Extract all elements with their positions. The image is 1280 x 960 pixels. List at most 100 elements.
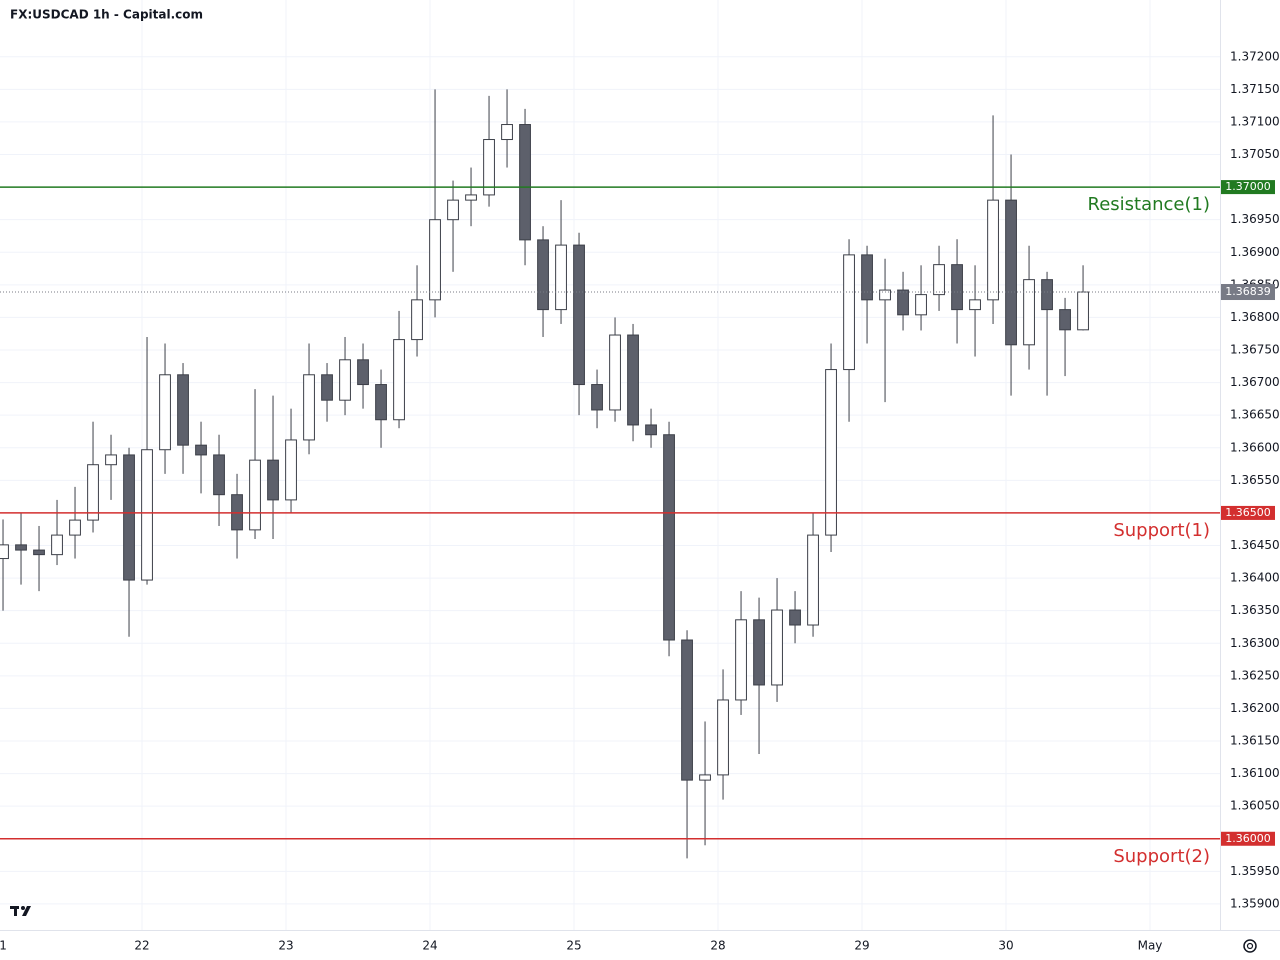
candle-body xyxy=(789,609,801,626)
x-tick-label: 29 xyxy=(854,939,869,953)
plot-area xyxy=(0,0,1220,930)
candle-body xyxy=(627,334,639,426)
level-tag-label: 1.36000 xyxy=(1225,832,1271,845)
candle-body xyxy=(591,384,603,411)
y-tick-label: 1.36950 xyxy=(1230,212,1280,226)
last-price-tag xyxy=(1221,284,1275,301)
candle-body xyxy=(1005,199,1017,346)
candle-body xyxy=(699,774,711,781)
candle-body xyxy=(87,464,99,521)
x-tick-label: 1 xyxy=(0,939,7,953)
candle-body xyxy=(519,124,531,241)
candle-body xyxy=(897,289,909,316)
candle-body xyxy=(483,139,495,196)
candle-body xyxy=(951,264,963,311)
candle-body xyxy=(303,374,315,441)
y-tick-label: 1.36250 xyxy=(1230,668,1280,682)
candle-body xyxy=(1023,279,1035,346)
candle-body xyxy=(771,609,783,686)
candle-body xyxy=(573,244,585,386)
y-tick-label: 1.36100 xyxy=(1230,766,1280,780)
candle-body xyxy=(987,199,999,301)
candle-body xyxy=(159,374,171,451)
level-name: Support(1) xyxy=(1113,520,1210,541)
candle-body xyxy=(465,194,477,201)
candle-body xyxy=(501,124,513,141)
candle-body xyxy=(411,299,423,341)
y-tick-label: 1.36700 xyxy=(1230,375,1280,389)
candle-body xyxy=(33,549,45,556)
level-tag-label: 1.36500 xyxy=(1225,506,1271,519)
y-tick-label: 1.36300 xyxy=(1230,636,1280,650)
last-price-label: 1.36839 xyxy=(1225,285,1271,298)
y-tick-label: 1.35950 xyxy=(1230,864,1280,878)
candle-body xyxy=(177,374,189,446)
candle-body xyxy=(123,454,135,581)
candle-body xyxy=(969,299,981,311)
x-tick-label: 23 xyxy=(278,939,293,953)
candle-body xyxy=(807,534,819,626)
candle-body xyxy=(141,449,153,581)
candle-body xyxy=(15,544,27,551)
y-tick-label: 1.36550 xyxy=(1230,473,1280,487)
candle-body xyxy=(933,264,945,296)
candle-body xyxy=(879,289,891,301)
y-tick-label: 1.36450 xyxy=(1230,538,1280,552)
level-name: Support(2) xyxy=(1113,846,1210,867)
level-tag xyxy=(1221,831,1275,846)
candle-body xyxy=(321,374,333,401)
y-tick-label: 1.37200 xyxy=(1230,49,1280,63)
y-tick-label: 1.35900 xyxy=(1230,896,1280,910)
y-tick-label: 1.36150 xyxy=(1230,734,1280,748)
candle-body xyxy=(285,439,297,501)
y-tick-label: 1.36650 xyxy=(1230,408,1280,422)
tv-logo xyxy=(10,906,31,916)
candle-body xyxy=(843,254,855,371)
level-tag xyxy=(1221,180,1275,195)
x-tick-label: 28 xyxy=(710,939,725,953)
x-tick-label: 25 xyxy=(566,939,581,953)
candle-body xyxy=(393,339,405,421)
candle-body xyxy=(267,459,279,501)
chart-title: FX:USDCAD 1h - Capital.com xyxy=(10,8,203,22)
candle-body xyxy=(753,619,765,686)
candle-body xyxy=(537,239,549,311)
candle-body xyxy=(663,434,675,641)
y-tick-label: 1.36200 xyxy=(1230,701,1280,715)
candle-body xyxy=(1041,279,1053,311)
y-tick-label: 1.37150 xyxy=(1230,82,1280,96)
candle-body xyxy=(195,444,207,456)
y-tick-label: 1.36750 xyxy=(1230,343,1280,357)
candle-body xyxy=(69,519,81,536)
candle-body xyxy=(0,544,9,560)
settings-icon[interactable] xyxy=(1243,939,1257,953)
x-tick-label: 24 xyxy=(422,939,437,953)
x-tick-label: May xyxy=(1138,939,1163,953)
candle-body xyxy=(681,639,693,781)
candle-body xyxy=(375,384,387,421)
candle-body xyxy=(915,294,927,316)
x-tick-label: 30 xyxy=(998,939,1013,953)
y-tick-label: 1.36050 xyxy=(1230,799,1280,813)
y-tick-label: 1.37100 xyxy=(1230,114,1280,128)
candle-body xyxy=(51,534,63,556)
candle-body xyxy=(357,359,369,386)
y-tick-label: 1.36400 xyxy=(1230,571,1280,585)
y-tick-label: 1.36900 xyxy=(1230,245,1280,259)
candle-body xyxy=(717,699,729,776)
candle-body xyxy=(609,334,621,411)
y-tick-label: 1.36600 xyxy=(1230,440,1280,454)
candle-body xyxy=(645,424,657,436)
level-tag xyxy=(1221,505,1275,520)
candle-body xyxy=(213,454,225,496)
level-tag-label: 1.37000 xyxy=(1225,180,1271,193)
level-name: Resistance(1) xyxy=(1088,194,1211,215)
candle-body xyxy=(447,199,459,221)
candle-body xyxy=(1059,309,1071,331)
candle-body xyxy=(429,219,441,301)
candle-body xyxy=(825,369,837,536)
candle-body xyxy=(1077,291,1089,331)
y-tick-label: 1.37050 xyxy=(1230,147,1280,161)
candle-body xyxy=(861,254,873,301)
